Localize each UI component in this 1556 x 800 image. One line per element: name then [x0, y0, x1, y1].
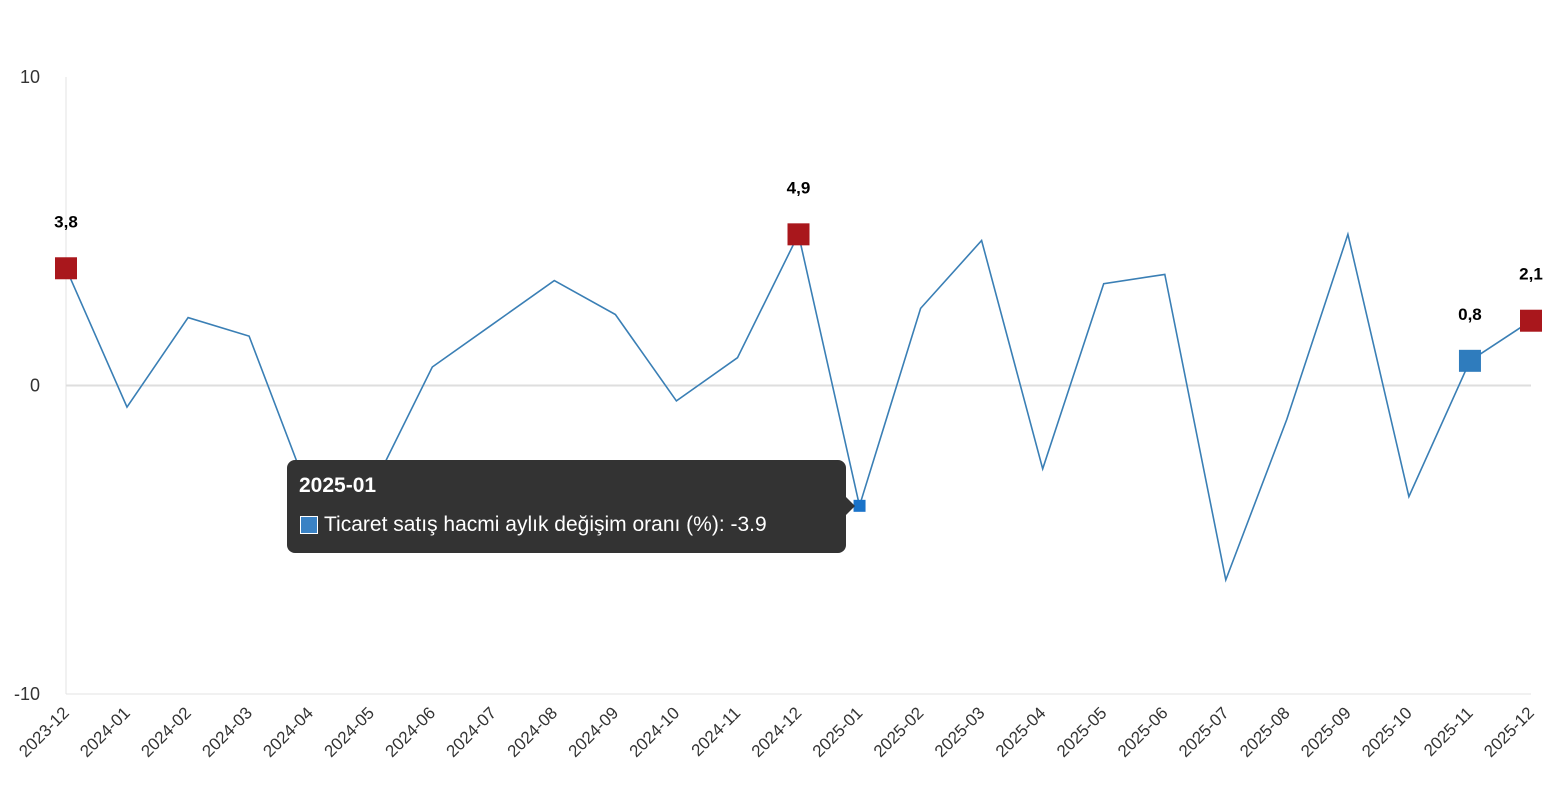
- data-label: 2,1: [1519, 265, 1543, 284]
- x-tick-labels: 2023-12 2024-01 2024-02 2024-03 2024-04 2024-…: [15, 703, 1538, 761]
- x-tick-label: 2025-11: [1420, 703, 1477, 760]
- x-tick-label: 2025-01: [809, 703, 867, 761]
- highlight-marker: [55, 257, 77, 280]
- x-tick-label: 2024-07: [443, 703, 501, 761]
- x-tick-label: 2024-04: [259, 703, 317, 761]
- x-tick-label: 2025-06: [1114, 703, 1172, 761]
- data-labels: 3,8 4,9 0,8 2,1: [54, 178, 1543, 323]
- x-tick-label: 2025-04: [992, 703, 1050, 761]
- x-tick-label: 2024-05: [320, 703, 378, 761]
- y-tick-label: 10: [20, 67, 40, 87]
- x-tick-label: 2025-10: [1358, 703, 1416, 761]
- tooltip-title: 2025-01: [299, 474, 377, 497]
- x-tick-label: 2025-02: [870, 703, 928, 761]
- highlight-marker: [787, 223, 810, 246]
- highlight-marker: [1458, 349, 1481, 372]
- x-tick-label: 2025-12: [1480, 703, 1538, 761]
- y-tick-label: -10: [14, 684, 40, 704]
- hover-marker: [853, 499, 866, 512]
- x-tick-label: 2025-03: [931, 703, 989, 761]
- x-tick-label: 2024-09: [565, 703, 623, 761]
- y-tick-label: 0: [30, 376, 40, 396]
- x-tick-label: 2024-02: [137, 703, 195, 761]
- y-tick-labels: -10 0 10: [14, 67, 40, 704]
- tooltip-text: Ticaret satış hacmi aylık değişim oranı …: [324, 513, 767, 536]
- x-tick-label: 2024-12: [748, 703, 806, 761]
- data-label: 3,8: [54, 212, 78, 231]
- chart-axes: [65, 77, 1531, 695]
- tooltip-series-swatch: [300, 516, 318, 534]
- highlight-marker: [1520, 309, 1542, 332]
- x-tick-label: 2024-10: [626, 703, 684, 761]
- x-tick-label: 2024-01: [76, 703, 134, 761]
- x-tick-label: 2024-06: [382, 703, 440, 761]
- data-label: 0,8: [1458, 305, 1482, 324]
- x-tick-label: 2025-07: [1175, 703, 1233, 761]
- x-tick-label: 2025-05: [1053, 703, 1111, 761]
- x-tick-label: 2025-09: [1297, 703, 1355, 761]
- x-tick-label: 2024-03: [198, 703, 256, 761]
- tooltip: 2025-01 Ticaret satış hacmi aylık değişi…: [287, 460, 855, 553]
- x-tick-label: 2024-08: [504, 703, 562, 761]
- x-tick-label: 2023-12: [15, 703, 73, 761]
- x-tick-label: 2024-11: [688, 703, 745, 760]
- point-markers: [55, 223, 1542, 512]
- data-label: 4,9: [787, 178, 811, 197]
- x-tick-label: 2025-08: [1236, 703, 1294, 761]
- tooltip-row: Ticaret satış hacmi aylık değişim oranı …: [300, 513, 767, 537]
